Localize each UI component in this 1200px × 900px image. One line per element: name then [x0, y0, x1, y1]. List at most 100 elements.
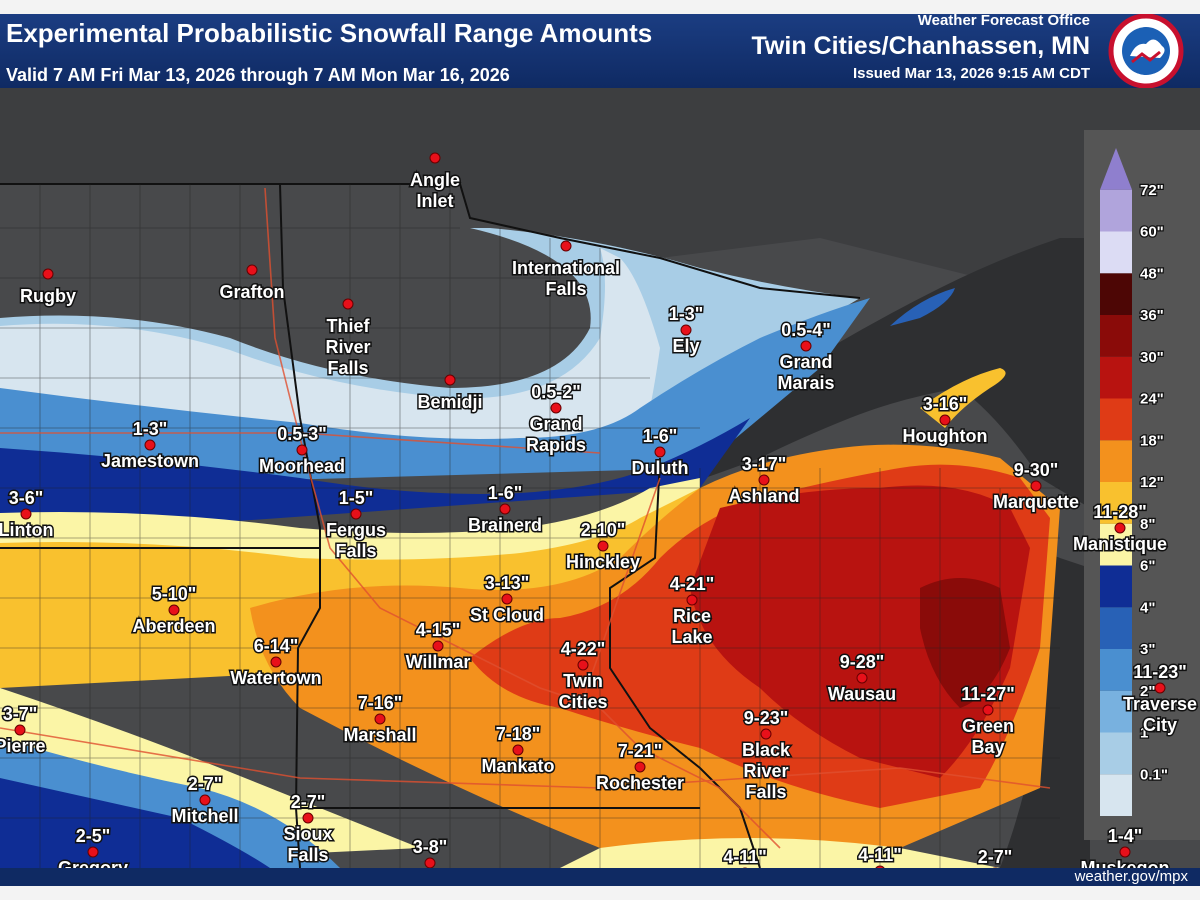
city-marker: 2-7" Sioux Falls: [282, 791, 334, 867]
city-name: Angle Inlet: [410, 170, 460, 211]
legend-swatch: [1100, 189, 1132, 232]
legend-tick-label: 8": [1140, 516, 1155, 533]
city-marker: 1-6" Brainerd: [466, 482, 543, 537]
city-marker: 2-5" Gregory: [56, 825, 129, 869]
legend-tick-label: 60": [1140, 224, 1164, 241]
city-name: Watertown: [230, 668, 321, 688]
city-name: Houghton: [903, 426, 988, 446]
city-name: Sioux Falls: [283, 824, 332, 865]
city-dot-icon: [760, 728, 772, 740]
legend-tick-label: 6": [1140, 558, 1155, 575]
snowfall-amount: 11-27": [961, 684, 1015, 704]
county-grid: [0, 184, 1060, 868]
city-dot-icon: [501, 593, 513, 605]
legend-swatch: [1100, 649, 1132, 691]
snow-band-2-4in: [0, 298, 870, 488]
legend-swatch: [1100, 440, 1132, 482]
city-name: Jamestown: [101, 451, 199, 471]
city-dot-icon: [246, 264, 258, 276]
snowfall-amount: 1-3": [133, 419, 168, 439]
city-name: Thief River Falls: [325, 316, 370, 378]
city-marker: 11-23" Traverse City: [1121, 661, 1198, 737]
city-name: Grand Marais: [777, 352, 834, 393]
city-name: Manistique: [1073, 534, 1167, 554]
city-name: Twin Cities: [558, 671, 607, 712]
city-dot-icon: [144, 439, 156, 451]
snowfall-amount: 1-6": [643, 426, 678, 446]
legend-swatch: [1100, 482, 1132, 524]
city-marker: 0.5-4" Grand Marais: [776, 319, 836, 395]
city-name: Ely: [672, 336, 699, 356]
city-name: Mankato: [481, 756, 554, 776]
city-marker: 9-30" Marquette: [991, 459, 1080, 514]
city-marker: Bemidji: [416, 374, 484, 414]
city-dot-icon: [499, 503, 511, 515]
city-marker: 7-18" Mankato: [480, 723, 556, 778]
city-dot-icon: [302, 812, 314, 824]
city-marker: Thief River Falls: [324, 298, 372, 380]
snowfall-amount: 7-18": [496, 724, 541, 744]
city-name: Gregory: [58, 858, 128, 868]
city-name: Black River Falls: [742, 740, 791, 802]
city-name: Rice Lake: [671, 606, 712, 647]
city-marker: 4-11": [857, 844, 903, 868]
city-dot-icon: [1114, 522, 1126, 534]
snowfall-amount: 2-7": [978, 847, 1013, 867]
legend-swatch: [1100, 607, 1132, 649]
city-dot-icon: [270, 656, 282, 668]
snowfall-amount: 9-28": [840, 652, 885, 672]
city-name: Bemidji: [417, 392, 482, 412]
city-marker: 3-17" Ashland: [727, 453, 801, 508]
city-marker: 11-28" Manistique: [1071, 501, 1168, 556]
city-dot-icon: [374, 713, 386, 725]
city-marker: 7-21" Rochester: [594, 740, 685, 795]
snowfall-map: 0.1" 1" 2" 3" 4" 6" 8" 12" 18" 24" 30" 36" 48" 60" 72"…: [0, 88, 1200, 868]
city-name: Duluth: [632, 458, 689, 478]
valid-period: Valid 7 AM Fri Mar 13, 2026 through 7 AM…: [6, 65, 510, 85]
city-name: Aberdeen: [132, 616, 215, 636]
city-name: International Falls: [512, 258, 620, 299]
snowfall-legend: 0.1" 1" 2" 3" 4" 6" 8" 12" 18" 24" 30" 36" 48" 60" 72": [1084, 130, 1200, 840]
city-name: St Cloud: [470, 605, 544, 625]
city-dot-icon: [168, 604, 180, 616]
city-dot-icon: [680, 324, 692, 336]
legend-swatch: [1100, 565, 1132, 608]
city-marker: 5-10" Aberdeen: [131, 583, 217, 638]
city-name: Traverse City: [1123, 694, 1197, 735]
canada-region: [0, 88, 1200, 298]
legend-tick-label: 72": [1140, 182, 1164, 199]
city-dot-icon: [982, 704, 994, 716]
city-marker: 1-6" Duluth: [630, 425, 690, 480]
legend-swatch: [1100, 398, 1132, 441]
city-name: Grand Rapids: [526, 414, 586, 455]
highways: [0, 187, 1051, 849]
legend-tick-label: 12": [1140, 474, 1164, 491]
city-dot-icon: [686, 594, 698, 606]
city-marker: 3-6" Linton: [0, 487, 55, 542]
legend-swatch: [1100, 732, 1132, 775]
city-dot-icon: [634, 761, 646, 773]
snowfall-amount: 3-13": [485, 573, 530, 593]
city-name: Marshall: [343, 725, 416, 745]
city-dot-icon: [856, 672, 868, 684]
legend-tick-label: 0.1": [1140, 766, 1168, 783]
city-name: Mitchell: [171, 806, 238, 826]
snow-band-24-30in: [690, 485, 1030, 778]
city-marker: 1-5" Fergus Falls: [324, 487, 387, 563]
city-marker: 0.5-2" Grand Rapids: [524, 381, 587, 457]
snowfall-amount: 1-5": [339, 488, 374, 508]
snowfall-amount: 2-7": [188, 774, 223, 794]
city-marker: Angle Inlet: [408, 152, 462, 213]
city-marker: 4-11": [722, 846, 768, 868]
city-marker: 1-3" Jamestown: [99, 418, 200, 473]
snowfall-amount: 7-16": [358, 693, 403, 713]
city-name: Pierre: [0, 736, 46, 756]
snowfall-amount: 7-21": [618, 741, 663, 761]
city-marker: 2-10" Hinckley: [564, 519, 641, 574]
city-dot-icon: [550, 402, 562, 414]
keweenaw-peninsula: [920, 368, 1006, 428]
city-name: Moorhead: [259, 456, 345, 476]
legend-swatch: [1100, 148, 1132, 190]
legend-tick-label: 24": [1140, 391, 1164, 408]
city-dot-icon: [758, 474, 770, 486]
